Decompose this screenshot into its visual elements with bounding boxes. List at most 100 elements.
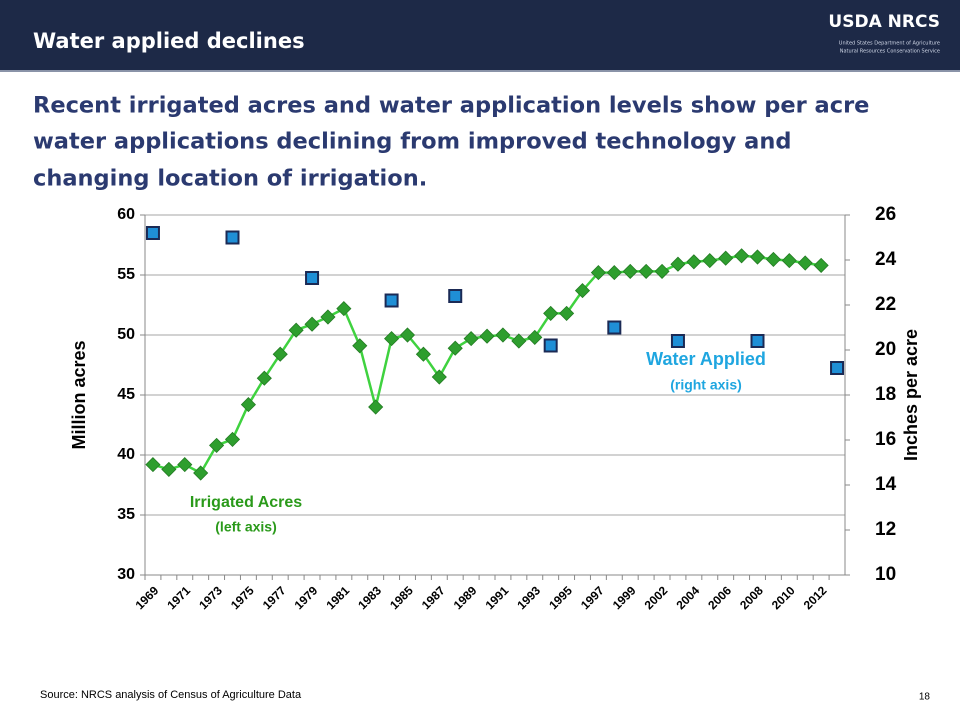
header-rule (0, 70, 960, 72)
annotation: (right axis) (670, 377, 742, 393)
x-tick-label: 1989 (451, 583, 480, 612)
diamond-marker (781, 253, 797, 269)
diamond-marker (686, 254, 702, 270)
logo-subtext: Natural Resources Conservation Service (840, 49, 940, 55)
diamond-marker (161, 461, 177, 477)
diamond-marker (384, 331, 400, 347)
y-tick-label: 50 (117, 326, 135, 343)
diamond-marker (479, 328, 495, 344)
y-tick-label: 55 (117, 266, 135, 283)
subtitle-line: changing location of irrigation. (33, 166, 427, 192)
y2-tick-label: 20 (875, 339, 896, 360)
y2-tick-label: 14 (875, 474, 897, 495)
diamond-marker (177, 457, 193, 473)
square-marker (305, 271, 320, 285)
y-tick-label: 60 (117, 206, 135, 223)
diamond-marker (749, 249, 766, 265)
diamond-marker (145, 457, 161, 473)
diamond-marker (431, 369, 447, 385)
slide-title: Water applied declines (33, 29, 305, 53)
diamond-marker (527, 329, 543, 345)
diamond-marker (718, 250, 734, 266)
subtitle-line: Recent irrigated acres and water applica… (33, 93, 869, 119)
y-axis-label: Million acres (69, 340, 89, 449)
y2-tick-label: 10 (875, 564, 896, 585)
series-label: Irrigated Acres (190, 494, 302, 511)
diamond-marker (638, 263, 654, 279)
x-tick-label: 2006 (705, 583, 734, 612)
logo-subtext: United States Department of Agriculture (839, 41, 940, 47)
x-tick-label: 1993 (514, 583, 543, 612)
square-marker (750, 334, 765, 348)
x-tick-label: 2012 (801, 583, 830, 612)
x-tick-label: 1973 (196, 583, 225, 612)
diamond-marker (288, 322, 304, 338)
diamond-marker (224, 431, 241, 447)
square-marker (543, 338, 558, 353)
diamond-marker (447, 340, 463, 356)
x-tick-label: 1977 (260, 583, 289, 612)
x-tick-label: 1995 (546, 583, 575, 612)
diamond-marker (368, 399, 384, 415)
diamond-marker (336, 301, 352, 317)
diamond-marker (463, 331, 479, 347)
x-tick-label: 1999 (610, 583, 639, 612)
diamond-marker (320, 309, 336, 325)
square-marker (384, 293, 399, 308)
diamond-marker (415, 346, 431, 362)
x-tick-label: 1981 (323, 583, 352, 612)
x-tick-label: 1997 (578, 583, 607, 612)
diamond-marker (797, 255, 813, 271)
x-tick-label: 1969 (133, 583, 162, 612)
diamond-marker (209, 437, 225, 453)
subtitle-line: water applications declining from improv… (33, 129, 791, 155)
square-marker (607, 320, 622, 335)
diamond-marker (654, 263, 670, 279)
x-tick-label: 2010 (769, 583, 798, 612)
source: Source: NRCS analysis of Census of Agric… (40, 689, 302, 701)
x-tick-label: 2008 (737, 583, 766, 612)
diamond-marker (606, 265, 622, 281)
diamond-marker (256, 370, 272, 386)
diamond-marker (272, 346, 288, 362)
y2-tick-label: 18 (875, 384, 896, 405)
x-tick-label: 2002 (642, 583, 671, 612)
square-marker (225, 230, 240, 245)
y2-tick-label: 22 (875, 294, 896, 315)
diamond-marker (511, 333, 527, 349)
y-tick-label: 40 (117, 446, 135, 463)
diamond-marker (559, 305, 575, 321)
diamond-marker (590, 265, 606, 281)
square-marker (145, 226, 160, 240)
diamond-marker (543, 305, 559, 321)
y-tick-label: 35 (117, 506, 135, 523)
y2-axis-label: Inches per acre (901, 329, 921, 461)
x-tick-label: 1985 (387, 583, 416, 612)
series-label: Water Applied (646, 349, 766, 369)
x-tick-label: 2004 (673, 583, 702, 612)
diamond-marker (813, 257, 829, 273)
diamond-marker (765, 251, 781, 267)
diamond-marker (670, 256, 686, 272)
diamond-marker (622, 263, 638, 279)
page-number: 18 (919, 692, 931, 703)
square-marker (448, 289, 463, 303)
logo: USDA NRCS (828, 12, 940, 32)
diamond-marker (193, 465, 209, 481)
diamond-marker (240, 397, 256, 413)
diamond-marker (399, 327, 416, 343)
y2-tick-label: 26 (875, 204, 896, 225)
header-bar (0, 0, 960, 70)
y-tick-label: 45 (117, 386, 135, 403)
square-marker (830, 361, 845, 375)
diamond-marker (702, 253, 718, 269)
y-tick-label: 30 (117, 566, 135, 583)
x-tick-label: 1983 (355, 583, 384, 612)
annotation: (left axis) (215, 519, 276, 535)
y2-tick-label: 24 (875, 249, 897, 270)
x-tick-label: 1987 (419, 583, 448, 612)
x-tick-label: 1991 (483, 583, 512, 612)
x-tick-label: 1971 (164, 583, 193, 612)
